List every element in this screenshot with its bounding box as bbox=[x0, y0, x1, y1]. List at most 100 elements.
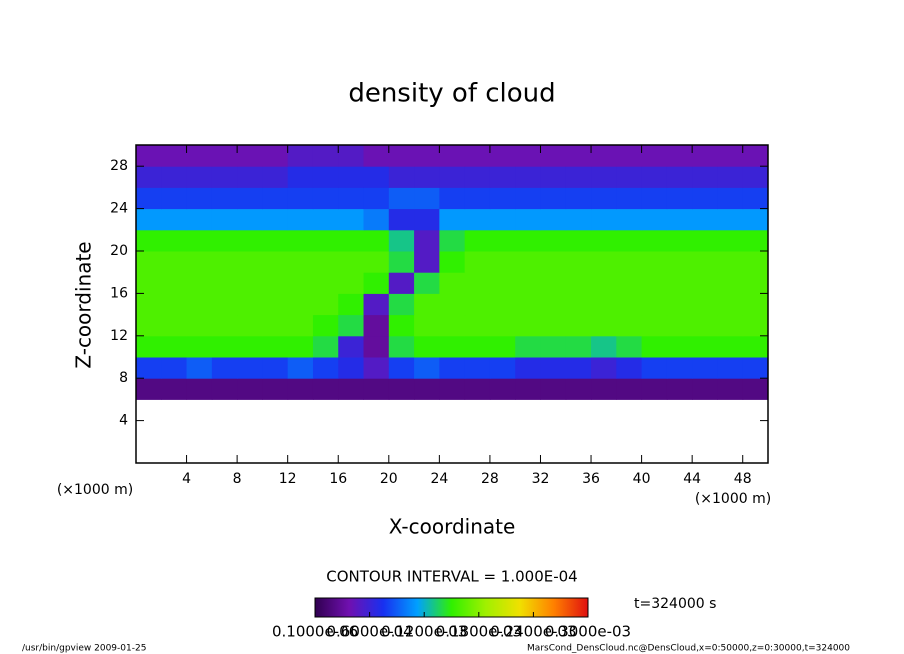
heatmap-cell bbox=[136, 378, 162, 400]
heatmap-cell bbox=[540, 335, 567, 358]
heatmap-cell bbox=[565, 166, 592, 188]
heatmap-cell bbox=[464, 251, 491, 273]
heatmap-cell bbox=[666, 166, 693, 188]
heatmap-cell bbox=[388, 145, 415, 167]
heatmap-cell bbox=[717, 314, 744, 337]
heatmap-cell bbox=[161, 357, 188, 379]
heatmap-cell bbox=[439, 314, 466, 337]
heatmap-cell bbox=[363, 208, 390, 231]
heatmap-cell bbox=[161, 272, 188, 294]
heatmap-cell bbox=[616, 166, 643, 188]
heatmap-cell bbox=[237, 293, 263, 316]
heatmap-cell bbox=[616, 208, 643, 231]
heatmap-cell bbox=[489, 378, 516, 400]
heatmap-cell bbox=[591, 187, 617, 210]
heatmap-cell bbox=[666, 357, 693, 379]
chart-title: density of cloud bbox=[348, 79, 555, 109]
heatmap-cell bbox=[464, 378, 491, 400]
y-tick-label: 24 bbox=[110, 201, 128, 217]
heatmap-cell bbox=[717, 208, 744, 231]
heatmap-cell bbox=[186, 187, 213, 210]
colorbar-tick-label: 0.2400e-03 bbox=[490, 623, 576, 641]
heatmap-cell bbox=[489, 357, 516, 379]
heatmap-cell bbox=[186, 229, 213, 252]
heatmap-cell bbox=[186, 335, 213, 358]
heatmap-cell bbox=[211, 251, 238, 273]
x-axis-label: X-coordinate bbox=[389, 515, 516, 539]
heatmap-cell bbox=[515, 251, 541, 273]
heatmap-cell bbox=[312, 378, 339, 400]
y-unit-label: (×1000 m) bbox=[57, 482, 133, 498]
heatmap-cell bbox=[515, 208, 541, 231]
heatmap-cell bbox=[312, 145, 339, 167]
contour-label: CONTOUR INTERVAL = 1.000E-04 bbox=[326, 568, 577, 586]
heatmap-cell bbox=[742, 251, 769, 273]
heatmap-cell bbox=[338, 229, 365, 252]
heatmap-cell bbox=[161, 314, 188, 337]
heatmap-cell bbox=[388, 314, 415, 337]
heatmap-cell bbox=[161, 187, 188, 210]
heatmap-cell bbox=[666, 272, 693, 294]
heatmap-cell bbox=[287, 145, 314, 167]
heatmap-cell bbox=[186, 166, 213, 188]
heatmap-cell bbox=[262, 272, 289, 294]
heatmap-cell bbox=[742, 229, 769, 252]
heatmap-cell bbox=[338, 208, 365, 231]
heatmap-cell bbox=[439, 187, 466, 210]
heatmap-cell bbox=[439, 378, 466, 400]
colorbar bbox=[314, 597, 589, 618]
y-axis-label: Z-coordinate bbox=[72, 241, 96, 368]
heatmap-cell bbox=[540, 251, 567, 273]
heatmap-cell bbox=[515, 293, 541, 316]
heatmap-cell bbox=[540, 166, 567, 188]
heatmap-cell bbox=[742, 314, 769, 337]
x-tick-label: 40 bbox=[633, 471, 651, 487]
heatmap-cell bbox=[414, 229, 440, 252]
x-tick-label: 12 bbox=[279, 471, 297, 487]
heatmap-cell bbox=[565, 145, 592, 167]
y-tick-label: 20 bbox=[110, 243, 128, 259]
y-tick-label: 16 bbox=[110, 285, 128, 301]
heatmap-cell bbox=[489, 145, 516, 167]
heatmap-cell bbox=[312, 357, 339, 379]
heatmap-cell bbox=[287, 357, 314, 379]
heatmap-cell bbox=[565, 314, 592, 337]
heatmap-cell bbox=[540, 145, 567, 167]
heatmap-cell bbox=[591, 272, 617, 294]
heatmap-cell bbox=[287, 335, 314, 358]
heatmap-cell bbox=[742, 357, 769, 379]
heatmap-cell bbox=[312, 335, 339, 358]
heatmap-cell bbox=[414, 187, 440, 210]
heatmap-cell bbox=[717, 145, 744, 167]
heatmap-cell bbox=[616, 251, 643, 273]
heatmap-cell bbox=[136, 187, 162, 210]
heatmap-cell bbox=[641, 314, 668, 337]
heatmap-cell bbox=[464, 187, 491, 210]
heatmap-cell bbox=[363, 251, 390, 273]
heatmap-cell bbox=[186, 208, 213, 231]
heatmap-cell bbox=[717, 166, 744, 188]
heatmap-cell bbox=[489, 314, 516, 337]
heatmap-cell bbox=[363, 314, 390, 337]
heatmap-cell bbox=[742, 145, 769, 167]
heatmap-cell bbox=[211, 293, 238, 316]
heatmap-cell bbox=[186, 251, 213, 273]
heatmap-cell bbox=[692, 166, 718, 188]
heatmap-cell bbox=[464, 314, 491, 337]
heatmap-cell bbox=[464, 357, 491, 379]
heatmap-cell bbox=[489, 208, 516, 231]
heatmap-cell bbox=[717, 251, 744, 273]
heatmap-cell bbox=[591, 314, 617, 337]
heatmap-cell bbox=[717, 187, 744, 210]
heatmap-cell bbox=[717, 357, 744, 379]
heatmap-cell bbox=[338, 378, 365, 400]
heatmap-cell bbox=[237, 378, 263, 400]
heatmap-cell bbox=[161, 293, 188, 316]
heatmap-cell bbox=[388, 357, 415, 379]
heatmap-cell bbox=[287, 166, 314, 188]
heatmap-cell bbox=[666, 187, 693, 210]
heatmap-cell bbox=[287, 314, 314, 337]
plot-frame bbox=[135, 144, 769, 464]
heatmap-cell bbox=[439, 357, 466, 379]
heatmap-cell bbox=[439, 251, 466, 273]
